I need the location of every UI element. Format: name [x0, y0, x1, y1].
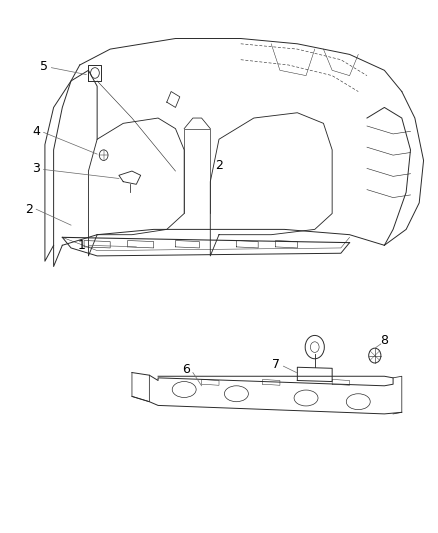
Text: 8: 8 — [380, 334, 389, 347]
Text: 2: 2 — [25, 203, 33, 216]
Text: 7: 7 — [272, 358, 279, 371]
Text: 6: 6 — [182, 364, 190, 376]
Text: 5: 5 — [40, 60, 48, 72]
Text: 2: 2 — [215, 159, 223, 172]
Text: 3: 3 — [32, 162, 40, 175]
Text: 4: 4 — [32, 125, 40, 138]
Text: 1: 1 — [78, 239, 86, 252]
